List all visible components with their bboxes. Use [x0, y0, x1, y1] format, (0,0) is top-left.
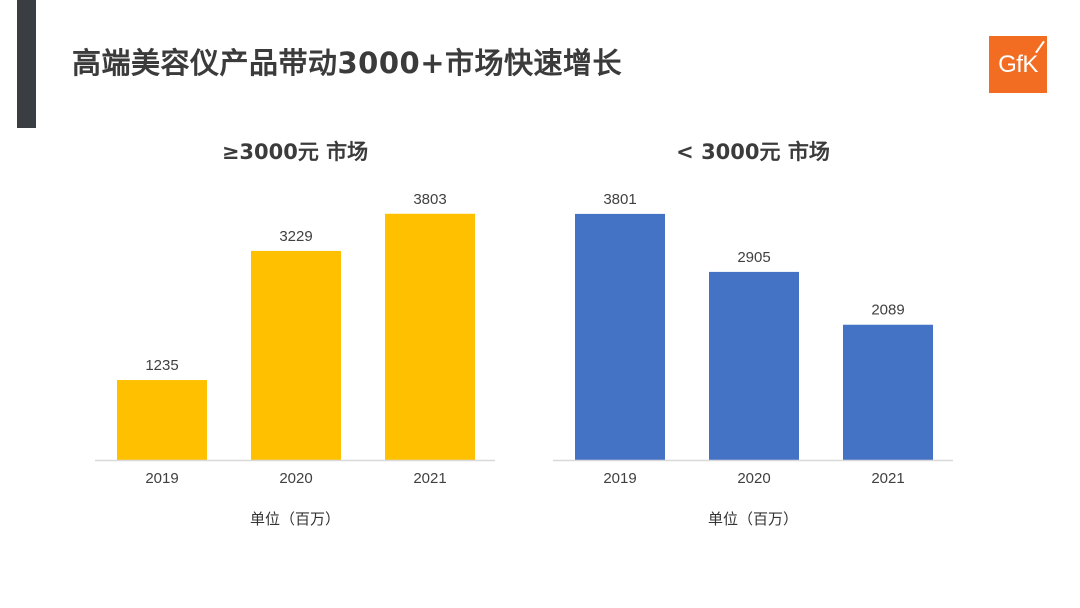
- x-tick-label-2019: 2019: [145, 470, 178, 487]
- data-label-2021: 3803: [413, 191, 446, 208]
- x-tick-label-2021: 2021: [871, 470, 904, 487]
- x-tick-label-2021: 2021: [413, 470, 446, 487]
- chart-title: ≥3000元 市场: [221, 140, 369, 164]
- data-label-2019: 3801: [603, 191, 636, 208]
- bar-2020: [251, 250, 341, 460]
- x-tick-label-2019: 2019: [603, 470, 636, 487]
- bar-2019: [575, 213, 665, 460]
- unit-label: 单位（百万）: [707, 510, 798, 528]
- bar-2020: [709, 271, 799, 460]
- chart-high-end-market: ≥3000元 市场 1235 2019 3229 2020 3803 2021 单位（百万…: [90, 128, 500, 548]
- data-label-2021: 2089: [871, 302, 904, 319]
- data-label-2020: 3229: [279, 228, 312, 245]
- bar-2019: [117, 380, 207, 460]
- gfk-logo: GfK: [989, 36, 1047, 93]
- x-tick-label-2020: 2020: [279, 470, 312, 487]
- chart-mass-market: < 3000元 市场 3801 2019 2905 2020 2089 2021 单位（百…: [548, 128, 958, 548]
- chart-plot: 3801 2019 2905 2020 2089 2021: [553, 191, 953, 487]
- x-tick-label-2020: 2020: [737, 470, 770, 487]
- bar-2021: [385, 213, 475, 460]
- chart-plot: 1235 2019 3229 2020 3803 2021: [95, 191, 495, 487]
- unit-label: 单位（百万）: [249, 510, 340, 528]
- data-label-2020: 2905: [737, 249, 770, 266]
- accent-bar: [17, 0, 36, 128]
- logo-text: GfK: [998, 51, 1038, 78]
- data-label-2019: 1235: [145, 357, 178, 374]
- chart-title: < 3000元 市场: [676, 140, 830, 164]
- page-title: 高端美容仪产品带动3000+市场快速增长: [72, 46, 623, 80]
- bar-2021: [843, 324, 933, 460]
